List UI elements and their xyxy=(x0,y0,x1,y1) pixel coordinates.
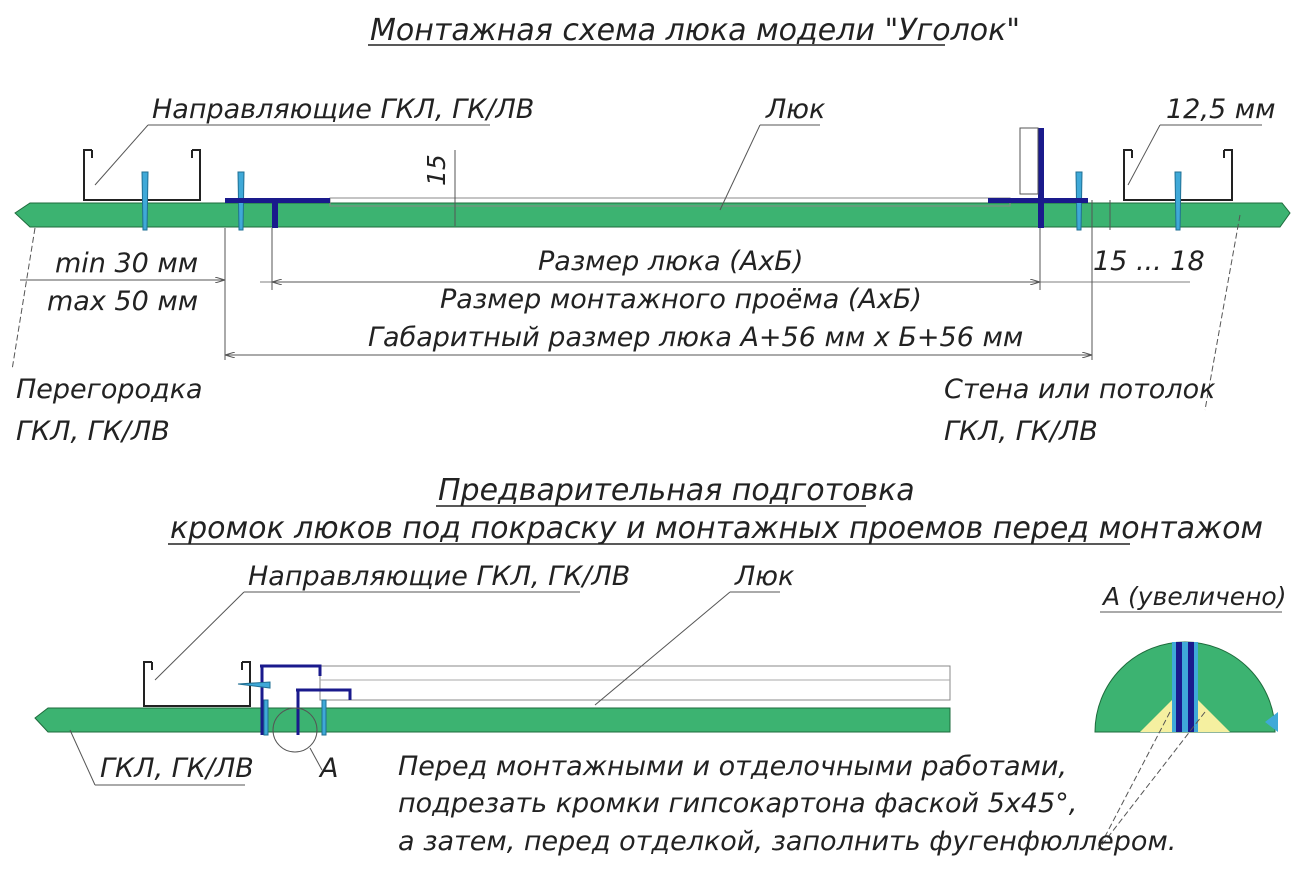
dim-min: min 30 мм xyxy=(55,248,198,279)
bottom-board xyxy=(34,707,951,733)
label-hatch-top: Люк xyxy=(765,94,826,125)
dim-15: 15 xyxy=(422,154,451,186)
zoom-detail xyxy=(1094,641,1278,733)
bottom-guide-profile xyxy=(143,661,251,707)
dim-opening: Размер монтажного проёма (АхБ) xyxy=(440,284,922,315)
label-thickness: 12,5 мм xyxy=(1166,94,1275,125)
label-guides-bottom: Направляющие ГКЛ, ГК/ЛВ xyxy=(248,561,630,592)
wall-board xyxy=(14,202,1291,228)
dim-max: max 50 мм xyxy=(47,286,198,317)
label-board-bottom: ГКЛ, ГК/ЛВ xyxy=(100,753,254,784)
dim-hatch-size: Размер люка (АхБ) xyxy=(538,246,803,277)
bottom-hatch-panel xyxy=(319,665,951,701)
label-wall-2: ГКЛ, ГК/ЛВ xyxy=(944,416,1098,447)
note-line-1: Перед монтажными и отделочными работами, xyxy=(398,751,1067,782)
dim-overall: Габаритный размер люка А+56 мм х Б+56 мм xyxy=(368,322,1023,353)
detail-a-circle xyxy=(272,707,318,753)
note-line-2: подрезать кромки гипсокартона фаской 5х4… xyxy=(398,788,1077,819)
bottom-screws xyxy=(237,681,327,736)
bottom-title-1: Предварительная подготовка xyxy=(438,473,915,508)
label-partition-2: ГКЛ, ГК/ЛВ xyxy=(16,416,170,447)
screw-1 xyxy=(141,171,149,231)
label-zoom: А (увеличено) xyxy=(1101,582,1286,611)
bottom-frame-profile xyxy=(260,664,352,735)
label-a: А xyxy=(318,753,338,784)
right-frame-profile xyxy=(988,127,1088,228)
label-partition-1: Перегородка xyxy=(16,374,203,405)
bottom-title-2: кромок люков под покраску и монтажных пр… xyxy=(170,511,1263,546)
top-title: Монтажная схема люка модели "Уголок" xyxy=(370,13,1020,48)
label-hatch-bottom: Люк xyxy=(734,561,795,592)
label-guides-top: Направляющие ГКЛ, ГК/ЛВ xyxy=(152,94,534,125)
dim-gap: 15 ... 18 xyxy=(1093,246,1205,277)
left-frame-profile xyxy=(225,198,330,228)
label-wall-1: Стена или потолок xyxy=(944,374,1216,405)
note-line-3: а затем, перед отделкой, заполнить фуген… xyxy=(398,826,1176,857)
screw-4 xyxy=(1174,171,1182,231)
